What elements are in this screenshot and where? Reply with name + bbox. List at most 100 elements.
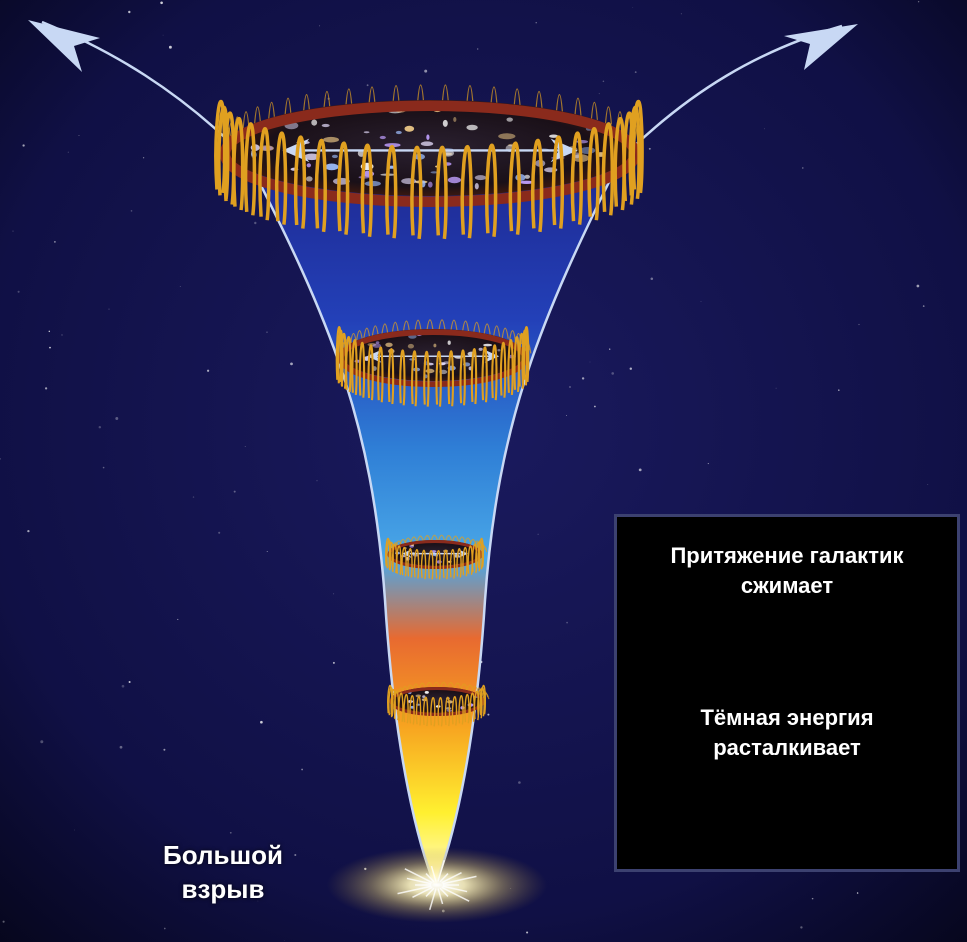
galaxy	[474, 175, 487, 181]
star	[366, 84, 369, 87]
star	[638, 468, 642, 472]
dark-energy-coil	[459, 349, 466, 406]
galaxy	[478, 347, 483, 351]
dark-energy-coil-back	[368, 86, 376, 105]
dark-energy-coil	[447, 350, 454, 407]
star	[192, 496, 195, 498]
dark-energy-coil	[437, 697, 443, 727]
dark-energy-coil	[367, 344, 374, 401]
dark-energy-coil	[478, 538, 485, 568]
star	[602, 80, 605, 83]
star	[632, 6, 634, 8]
flash-ray	[404, 868, 433, 884]
star	[115, 417, 119, 420]
dark-energy-coil	[399, 349, 406, 406]
dark-energy-coil	[460, 145, 473, 239]
dark-energy-coil	[407, 548, 413, 578]
dark-energy-coil-back	[461, 320, 470, 332]
dark-energy-coil-back	[323, 90, 331, 110]
legend-box: Притяжение галактик сжимает Тёмная энерг…	[614, 514, 960, 872]
star	[54, 241, 56, 243]
dark-energy-coil	[386, 540, 392, 570]
dark-energy-coil	[587, 127, 600, 221]
dark-energy-coil	[415, 696, 422, 726]
dark-energy-coil	[480, 685, 487, 715]
star	[128, 680, 131, 684]
dark-energy-coil-back	[302, 94, 311, 113]
star	[319, 25, 321, 27]
dark-energy-coil-back	[466, 85, 474, 104]
galaxy	[424, 691, 429, 694]
star	[916, 284, 920, 288]
dark-energy-coil	[601, 122, 615, 216]
galaxy	[483, 343, 493, 347]
star	[231, 893, 234, 895]
big-bang-label-line-2: взрыв	[181, 874, 265, 904]
dark-energy-coil-back	[445, 534, 453, 542]
star	[108, 308, 110, 310]
dark-energy-coil	[508, 141, 521, 235]
flash-ray	[439, 887, 449, 897]
flash-ray	[442, 875, 477, 885]
star	[526, 931, 529, 934]
dark-energy-coil-back	[410, 536, 418, 543]
star	[67, 151, 69, 153]
dark-energy-coil-back	[417, 84, 425, 103]
star	[121, 684, 125, 688]
star	[22, 144, 25, 147]
galaxy	[321, 123, 330, 128]
dark-energy-coil	[411, 350, 418, 407]
dark-energy-coil	[428, 550, 434, 580]
ring-arrow-left	[366, 349, 382, 363]
star	[257, 900, 259, 902]
star	[598, 93, 600, 95]
galaxy	[447, 176, 461, 184]
legend-dark-energy-line-2: расталкивает	[713, 735, 861, 760]
star	[589, 361, 591, 363]
star	[233, 490, 236, 493]
dark-energy-coil	[423, 350, 430, 407]
star	[102, 466, 105, 469]
dark-energy-coil-back	[416, 535, 424, 542]
dark-energy-coil-back	[450, 319, 458, 331]
dark-energy-coil	[458, 695, 464, 725]
star	[160, 1, 163, 5]
galaxy	[498, 133, 516, 140]
star	[680, 13, 682, 15]
dark-energy-coil	[631, 99, 644, 194]
star	[535, 22, 537, 24]
dark-energy-coil-back	[418, 682, 426, 689]
star	[565, 415, 567, 416]
star	[316, 480, 318, 482]
dark-energy-coil-back	[447, 681, 455, 689]
dark-energy-coil	[485, 143, 498, 237]
star	[284, 940, 286, 942]
star	[61, 334, 63, 336]
dark-energy-coil	[385, 145, 398, 239]
flash-ray	[441, 871, 462, 884]
star	[49, 346, 51, 349]
dark-energy-coil	[444, 696, 451, 727]
arrow-head-left	[28, 20, 100, 72]
star	[764, 128, 765, 130]
legend-gravity-line-1: Притяжение галактик	[670, 543, 904, 568]
star	[487, 713, 490, 716]
galaxy	[375, 341, 380, 344]
flash-ray	[441, 886, 470, 902]
star	[244, 446, 246, 448]
dark-energy-coil-back	[452, 535, 460, 542]
dark-energy-coil	[469, 692, 475, 722]
dark-energy-coil-back	[363, 327, 371, 339]
dark-energy-coil-back	[482, 692, 490, 700]
dark-energy-coil	[499, 341, 507, 398]
star	[838, 389, 840, 391]
galaxy	[363, 131, 370, 134]
star	[163, 748, 166, 751]
dark-energy-coil-back	[253, 106, 262, 125]
legend-gravity-line-2: сжимает	[740, 573, 834, 598]
star	[477, 48, 479, 50]
dark-energy-coil	[551, 135, 565, 229]
galaxy	[379, 135, 386, 140]
dark-energy-coil	[451, 696, 458, 726]
dark-energy-coil	[358, 341, 366, 398]
